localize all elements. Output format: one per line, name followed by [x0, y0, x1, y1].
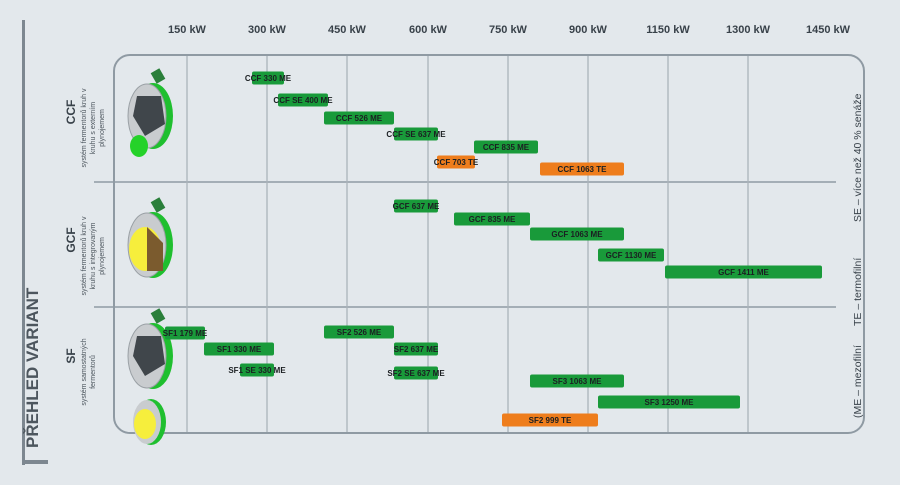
variant-bar: [598, 248, 664, 262]
variant-bar: [278, 93, 328, 107]
variant-bar-label: SF2 637 ME: [394, 345, 439, 354]
legend-me: (ME – mezofilní: [852, 345, 864, 418]
variant-bar: [540, 162, 624, 176]
section-description: systém fermentorů kruh v: [80, 88, 88, 167]
variant-bar: [165, 326, 205, 340]
variant-bar-label: GCF 1411 ME: [718, 268, 769, 277]
variant-bar-label: SF3 1063 ME: [553, 377, 603, 386]
section-name: GCF: [64, 227, 78, 252]
variant-bar: [394, 366, 438, 380]
variant-bar-label: CCF 703 TE: [434, 158, 479, 167]
axis-tick-label: 900 kW: [569, 24, 608, 36]
section-description: fermentorů: [89, 355, 97, 389]
variant-bar: [454, 212, 530, 226]
axis-tick-label: 300 kW: [248, 24, 287, 36]
variant-bar: [665, 265, 822, 279]
section-description: systém fermentorů kruh v: [80, 216, 88, 295]
variant-bar-label: SF1 179 ME: [163, 329, 208, 338]
variant-bar: [394, 127, 438, 141]
variant-bar-label: SF2 999 TE: [529, 416, 572, 425]
variant-bar: [252, 71, 284, 85]
variant-bar: [394, 199, 438, 213]
variant-bar: [530, 227, 624, 241]
variant-bar-label: GCF 1063 ME: [551, 230, 603, 239]
section-description: kruhu s integrovaným: [90, 222, 97, 289]
section-description: systém samostatných: [81, 338, 88, 405]
variant-bar: [598, 395, 740, 409]
fermenter-illustration-icon: [127, 68, 173, 157]
variant-bar-label: CCF 1063 TE: [558, 165, 608, 174]
fermenter-illustration-icon: [127, 197, 173, 278]
variant-bar: [324, 325, 394, 339]
section-description: kruhu s externím: [90, 102, 97, 154]
variant-bar: [502, 413, 598, 427]
variant-bar-label: GCF 637 ME: [393, 202, 440, 211]
section-description: plynojemem: [99, 109, 106, 147]
variant-bar: [324, 111, 394, 125]
variant-bar-label: CCF 835 ME: [483, 143, 530, 152]
axis-tick-label: 600 kW: [409, 24, 448, 36]
axis-tick-label: 750 kW: [489, 24, 528, 36]
diagram-frame: [113, 54, 865, 434]
variant-bar-label: SF1 330 ME: [217, 345, 262, 354]
variant-bar-label: CCF SE 400 ME: [273, 96, 333, 105]
axis-tick-label: 150 kW: [168, 24, 207, 36]
fermenter-illustration-icon: [127, 308, 173, 445]
legend-te: TE – termofilní: [852, 258, 864, 326]
variant-bar-label: CCF 330 ME: [245, 74, 292, 83]
axis-tick-label: 1150 kW: [646, 24, 690, 36]
variant-bar-label: SF2 SE 637 ME: [387, 369, 445, 378]
axis-tick-label: 1450 kW: [806, 24, 851, 36]
variant-bar-label: SF3 1250 ME: [645, 398, 695, 407]
variant-bar: [474, 140, 538, 154]
variant-bar-label: CCF SE 637 ME: [386, 130, 446, 139]
variant-bar-label: CCF 526 ME: [336, 114, 383, 123]
axis-tick-label: 450 kW: [328, 24, 367, 36]
variant-bar: [204, 342, 274, 356]
legend-se: SE – více než 40 % senáže: [852, 93, 864, 222]
section-name: CCF: [64, 100, 78, 125]
title-accent-bar: [22, 20, 25, 465]
variant-bar-label: GCF 835 ME: [469, 215, 516, 224]
section-description: plynojemem: [99, 237, 106, 275]
title-accent-base: [22, 460, 48, 464]
variant-bar-label: SF2 526 ME: [337, 328, 382, 337]
axis-tick-label: 1300 kW: [726, 24, 771, 36]
variant-bar-label: SF1 SE 330 ME: [228, 366, 286, 375]
section-name: SF: [64, 348, 78, 363]
page-title: PŘEHLED VARIANT: [23, 287, 42, 448]
variant-bar: [394, 342, 438, 356]
variant-bar-label: GCF 1130 ME: [606, 251, 657, 260]
variant-bar: [437, 155, 475, 169]
variant-bar: [530, 374, 624, 388]
variant-bar: [240, 363, 274, 377]
